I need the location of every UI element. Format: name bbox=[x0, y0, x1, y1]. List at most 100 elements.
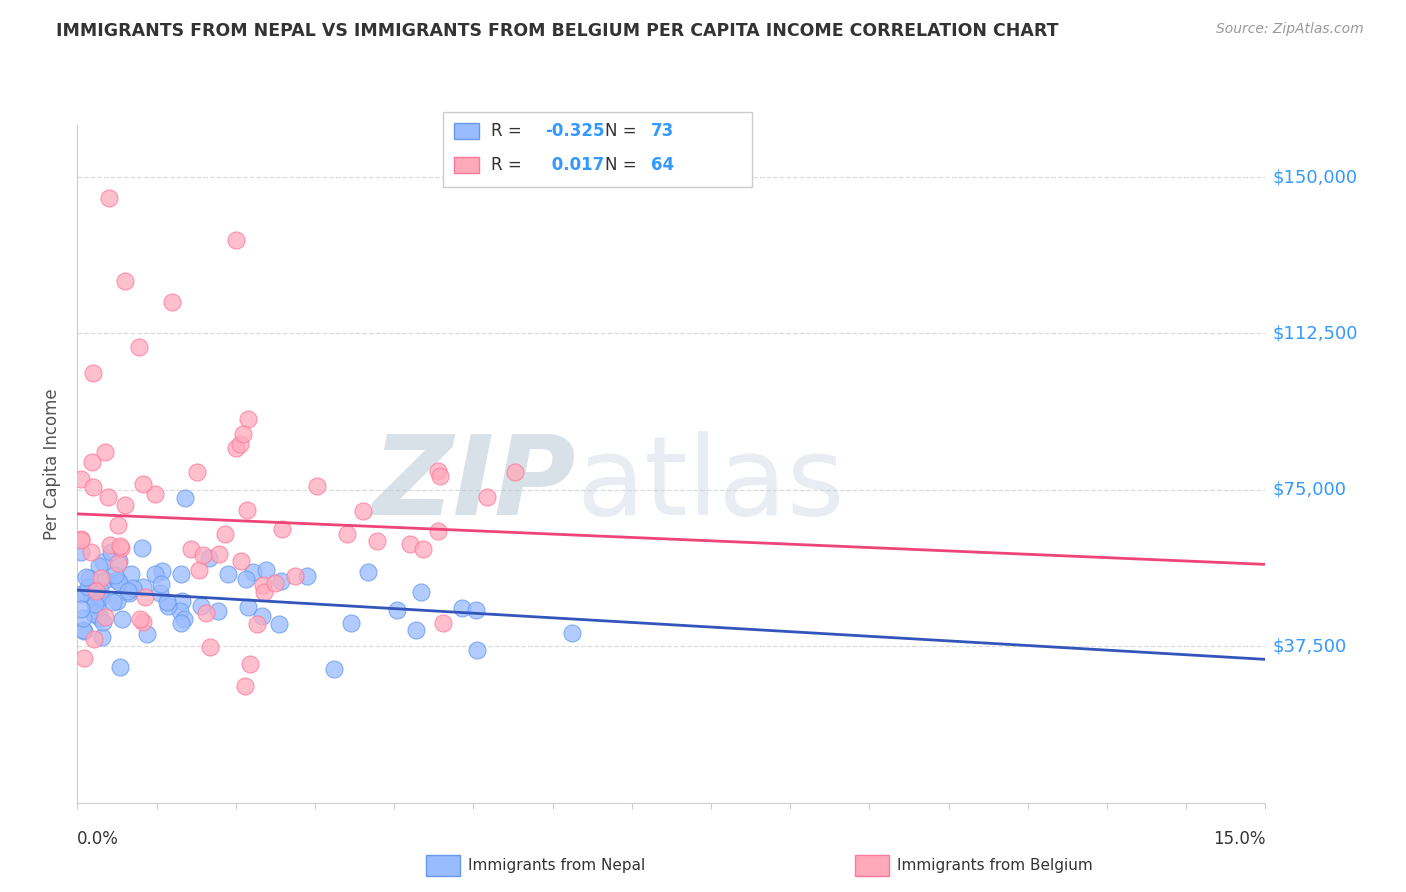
Point bbox=[82, 590, 104, 604]
Point bbox=[150, 564, 173, 578]
Point bbox=[149, 586, 172, 600]
Point bbox=[174, 491, 197, 505]
Point bbox=[150, 576, 173, 591]
Point bbox=[70, 545, 93, 559]
Point bbox=[180, 541, 202, 556]
Point bbox=[173, 612, 195, 626]
Text: N =: N = bbox=[605, 156, 641, 174]
Point bbox=[132, 477, 155, 491]
Point bbox=[82, 480, 104, 494]
Point bbox=[357, 566, 380, 580]
Point bbox=[70, 602, 93, 616]
Point bbox=[70, 533, 93, 547]
Text: 0.0%: 0.0% bbox=[77, 830, 120, 847]
Point bbox=[134, 591, 156, 605]
Point bbox=[132, 580, 155, 594]
Point bbox=[73, 651, 96, 665]
Text: $75,000: $75,000 bbox=[1272, 481, 1347, 499]
Point bbox=[170, 566, 193, 581]
Point bbox=[131, 541, 153, 556]
Point bbox=[70, 587, 93, 601]
Point bbox=[75, 570, 97, 584]
Point bbox=[254, 563, 277, 577]
Point bbox=[198, 551, 221, 566]
Point bbox=[94, 445, 117, 459]
Point bbox=[239, 657, 262, 672]
Point bbox=[77, 581, 100, 595]
Point bbox=[82, 366, 104, 380]
Point bbox=[323, 662, 346, 676]
Point bbox=[86, 583, 108, 598]
Point bbox=[252, 578, 274, 592]
Point bbox=[194, 606, 217, 620]
Point bbox=[295, 568, 318, 582]
Point bbox=[86, 599, 108, 613]
Point bbox=[340, 615, 363, 630]
Text: Immigrants from Nepal: Immigrants from Nepal bbox=[468, 858, 645, 872]
Point bbox=[83, 607, 105, 622]
Point bbox=[352, 503, 374, 517]
Point bbox=[229, 436, 252, 450]
Text: N =: N = bbox=[605, 122, 641, 140]
Point bbox=[405, 624, 427, 638]
Point bbox=[270, 574, 292, 588]
Point bbox=[172, 594, 194, 608]
Point bbox=[107, 554, 129, 568]
Point bbox=[91, 555, 114, 569]
Point bbox=[450, 600, 472, 615]
Point bbox=[235, 573, 257, 587]
Point bbox=[155, 595, 177, 609]
Point bbox=[190, 599, 212, 614]
Point bbox=[186, 466, 208, 480]
Point bbox=[236, 503, 259, 517]
Point bbox=[284, 569, 307, 583]
Point bbox=[426, 463, 449, 477]
Point bbox=[225, 233, 247, 247]
Text: R =: R = bbox=[491, 156, 527, 174]
Point bbox=[187, 563, 209, 577]
Point bbox=[83, 597, 105, 611]
Point bbox=[105, 573, 128, 587]
Point bbox=[236, 599, 259, 614]
Point bbox=[110, 541, 132, 556]
Point bbox=[233, 679, 256, 693]
Point bbox=[246, 616, 269, 631]
Point bbox=[143, 487, 166, 501]
Point bbox=[70, 533, 93, 547]
Point bbox=[104, 568, 127, 582]
Point bbox=[128, 612, 150, 626]
Point bbox=[238, 412, 260, 426]
Point bbox=[91, 615, 114, 629]
Point bbox=[128, 340, 150, 354]
Y-axis label: Per Capita Income: Per Capita Income bbox=[44, 388, 62, 540]
Point bbox=[98, 191, 121, 205]
Point bbox=[253, 584, 276, 599]
Point bbox=[217, 566, 239, 581]
Point bbox=[143, 566, 166, 581]
Point bbox=[114, 498, 136, 512]
Text: atlas: atlas bbox=[576, 431, 845, 538]
Point bbox=[72, 610, 94, 624]
Point bbox=[100, 545, 122, 559]
Point bbox=[242, 565, 264, 579]
Text: 15.0%: 15.0% bbox=[1213, 830, 1265, 847]
Point bbox=[122, 581, 145, 595]
Point bbox=[111, 612, 134, 626]
Point bbox=[73, 586, 96, 600]
Point bbox=[271, 522, 294, 536]
Point bbox=[117, 583, 139, 598]
Text: $112,500: $112,500 bbox=[1272, 325, 1358, 343]
Text: 73: 73 bbox=[651, 122, 675, 140]
Text: R =: R = bbox=[491, 122, 527, 140]
Point bbox=[120, 566, 142, 581]
Point bbox=[162, 295, 184, 310]
Text: ZIP: ZIP bbox=[373, 431, 576, 538]
Point bbox=[412, 541, 434, 556]
Point bbox=[561, 626, 583, 640]
Point bbox=[77, 571, 100, 585]
Point bbox=[107, 556, 129, 570]
Point bbox=[200, 640, 222, 655]
Text: 0.017: 0.017 bbox=[546, 156, 603, 174]
Point bbox=[135, 627, 157, 641]
Point bbox=[80, 545, 103, 559]
